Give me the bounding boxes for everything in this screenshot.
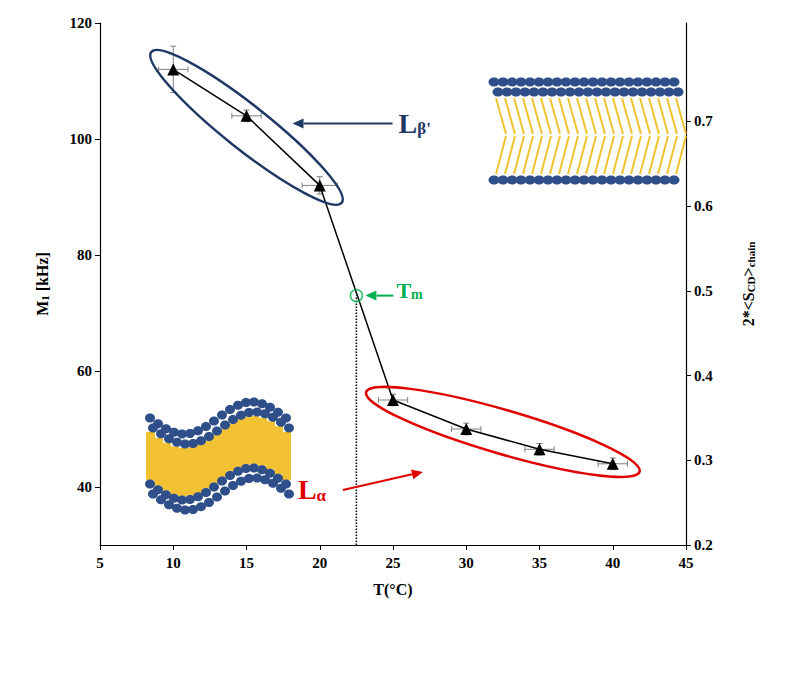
svg-text:5: 5 (96, 555, 104, 571)
svg-text:20: 20 (312, 555, 327, 571)
svg-text:[kHz]: [kHz] (34, 252, 51, 295)
svg-text:L: L (399, 108, 418, 139)
svg-text:1: 1 (38, 295, 51, 301)
svg-text:0.3: 0.3 (694, 452, 713, 468)
svg-text:M: M (34, 301, 51, 316)
svg-text:40: 40 (605, 555, 620, 571)
svg-text:10: 10 (166, 555, 181, 571)
svg-text:m: m (411, 287, 423, 302)
svg-text:>: > (740, 267, 757, 276)
svg-text:0.6: 0.6 (694, 198, 713, 214)
svg-text:40: 40 (77, 479, 92, 495)
svg-text:100: 100 (70, 131, 93, 147)
svg-text:0.5: 0.5 (694, 283, 713, 299)
svg-text:T: T (396, 278, 411, 303)
svg-text:80: 80 (77, 247, 92, 263)
svg-text:2*<S: 2*<S (740, 292, 757, 326)
svg-text:60: 60 (77, 363, 92, 379)
svg-text:β': β' (417, 119, 431, 138)
svg-text:CD: CD (745, 276, 757, 292)
svg-text:0.7: 0.7 (694, 113, 713, 129)
svg-text:35: 35 (532, 555, 547, 571)
svg-text:30: 30 (459, 555, 474, 571)
svg-text:T(°C): T(°C) (373, 581, 412, 599)
svg-text:120: 120 (70, 15, 93, 31)
svg-text:0.4: 0.4 (694, 368, 713, 384)
svg-text:α: α (317, 486, 327, 505)
svg-text:25: 25 (386, 555, 401, 571)
svg-text:L: L (298, 474, 317, 505)
svg-text:chain: chain (745, 242, 757, 268)
svg-text:15: 15 (239, 555, 254, 571)
svg-text:0.2: 0.2 (694, 537, 713, 553)
svg-text:45: 45 (679, 555, 694, 571)
